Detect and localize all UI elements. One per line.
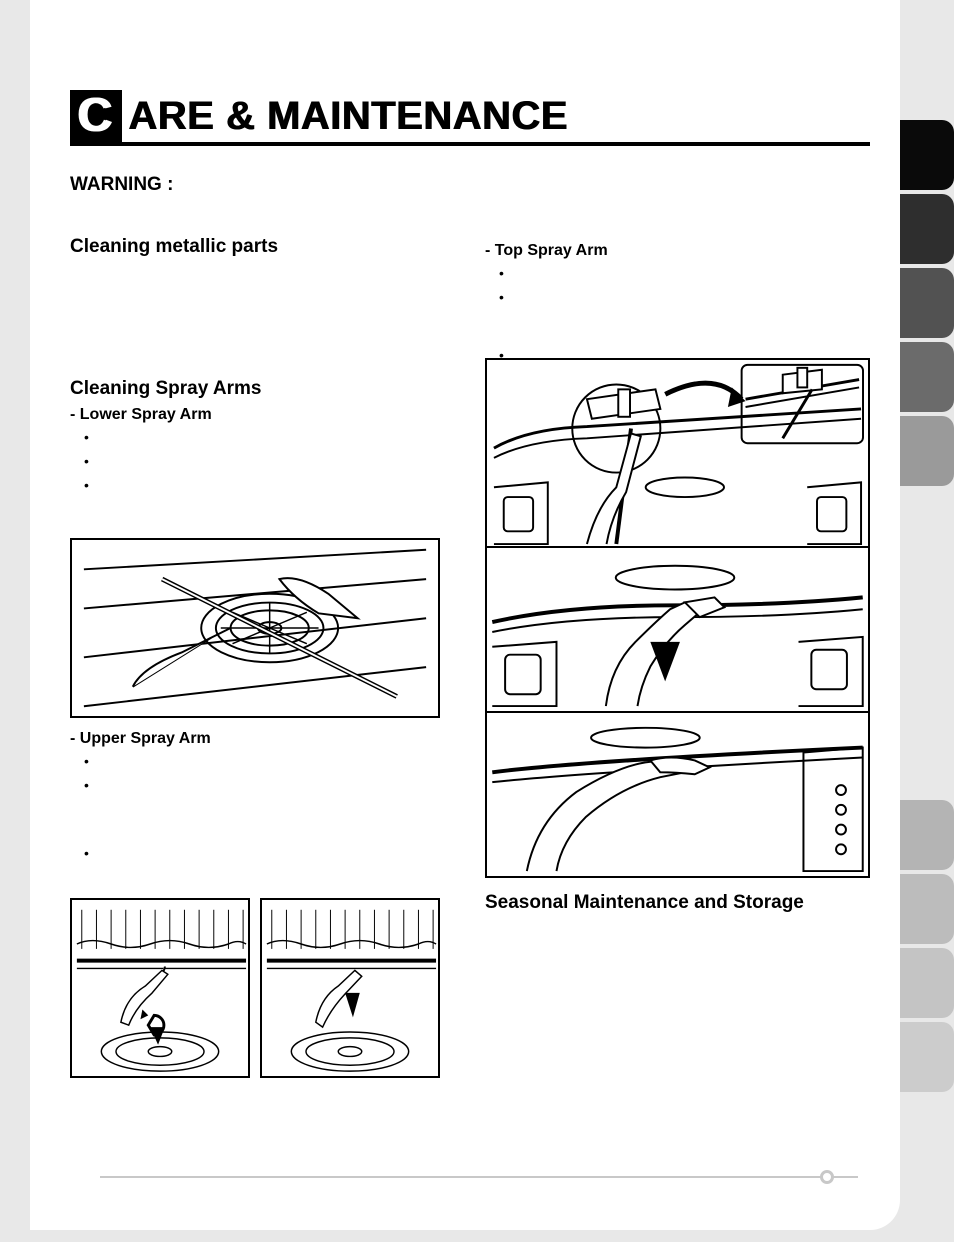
bullet (499, 264, 870, 282)
warning-label: WARNING : (70, 174, 870, 196)
side-tab (900, 948, 954, 1018)
figure-top-3 (485, 713, 870, 878)
footer-rule (100, 1176, 858, 1178)
bullet (84, 452, 455, 470)
heading-top-arm: - Top Spray Arm (485, 242, 870, 260)
lower-arm-bullets (84, 428, 455, 498)
side-tab (900, 874, 954, 944)
bullet (84, 752, 455, 770)
side-tab (900, 1022, 954, 1092)
side-tabs-top (900, 120, 954, 490)
bullet (84, 476, 455, 494)
footer-dot (820, 1170, 834, 1184)
right-column: - Top Spray Arm (485, 236, 870, 1078)
figure-top-2 (485, 548, 870, 713)
bullet (499, 288, 870, 306)
figure-top-stack (485, 358, 870, 878)
figure-lower-spray-arm (70, 538, 440, 718)
side-tab (900, 120, 954, 190)
content-area: C ARE & MAINTENANCE WARNING : Cleaning m… (70, 90, 870, 1078)
top-arm-bullets (499, 264, 870, 358)
side-tab (900, 268, 954, 338)
page-title: ARE & MAINTENANCE (128, 94, 568, 139)
heading-metallic: Cleaning metallic parts (70, 236, 455, 258)
bullet (84, 776, 455, 794)
side-tab (900, 342, 954, 412)
bullet (84, 428, 455, 446)
side-tabs-bottom (900, 800, 954, 1096)
figure-upper-pair (70, 898, 455, 1078)
two-column-layout: Cleaning metallic parts Cleaning Spray A… (70, 236, 870, 1078)
figure-upper-2 (260, 898, 440, 1078)
figure-top-1 (485, 358, 870, 548)
side-tab (900, 800, 954, 870)
bullet (84, 844, 455, 862)
bullet (499, 346, 870, 364)
heading-spray-arms: Cleaning Spray Arms (70, 378, 455, 400)
manual-page: C ARE & MAINTENANCE WARNING : Cleaning m… (30, 0, 900, 1230)
spacer (70, 262, 455, 318)
heading-upper-arm: - Upper Spray Arm (70, 730, 455, 748)
left-column: Cleaning metallic parts Cleaning Spray A… (70, 236, 455, 1078)
figure-upper-1 (70, 898, 250, 1078)
title-badge: C (70, 90, 122, 142)
side-tab (900, 194, 954, 264)
side-tab (900, 416, 954, 486)
heading-seasonal: Seasonal Maintenance and Storage (485, 892, 870, 914)
page-title-row: C ARE & MAINTENANCE (70, 90, 870, 146)
heading-lower-arm: - Lower Spray Arm (70, 406, 455, 424)
upper-arm-bullets (84, 752, 455, 852)
